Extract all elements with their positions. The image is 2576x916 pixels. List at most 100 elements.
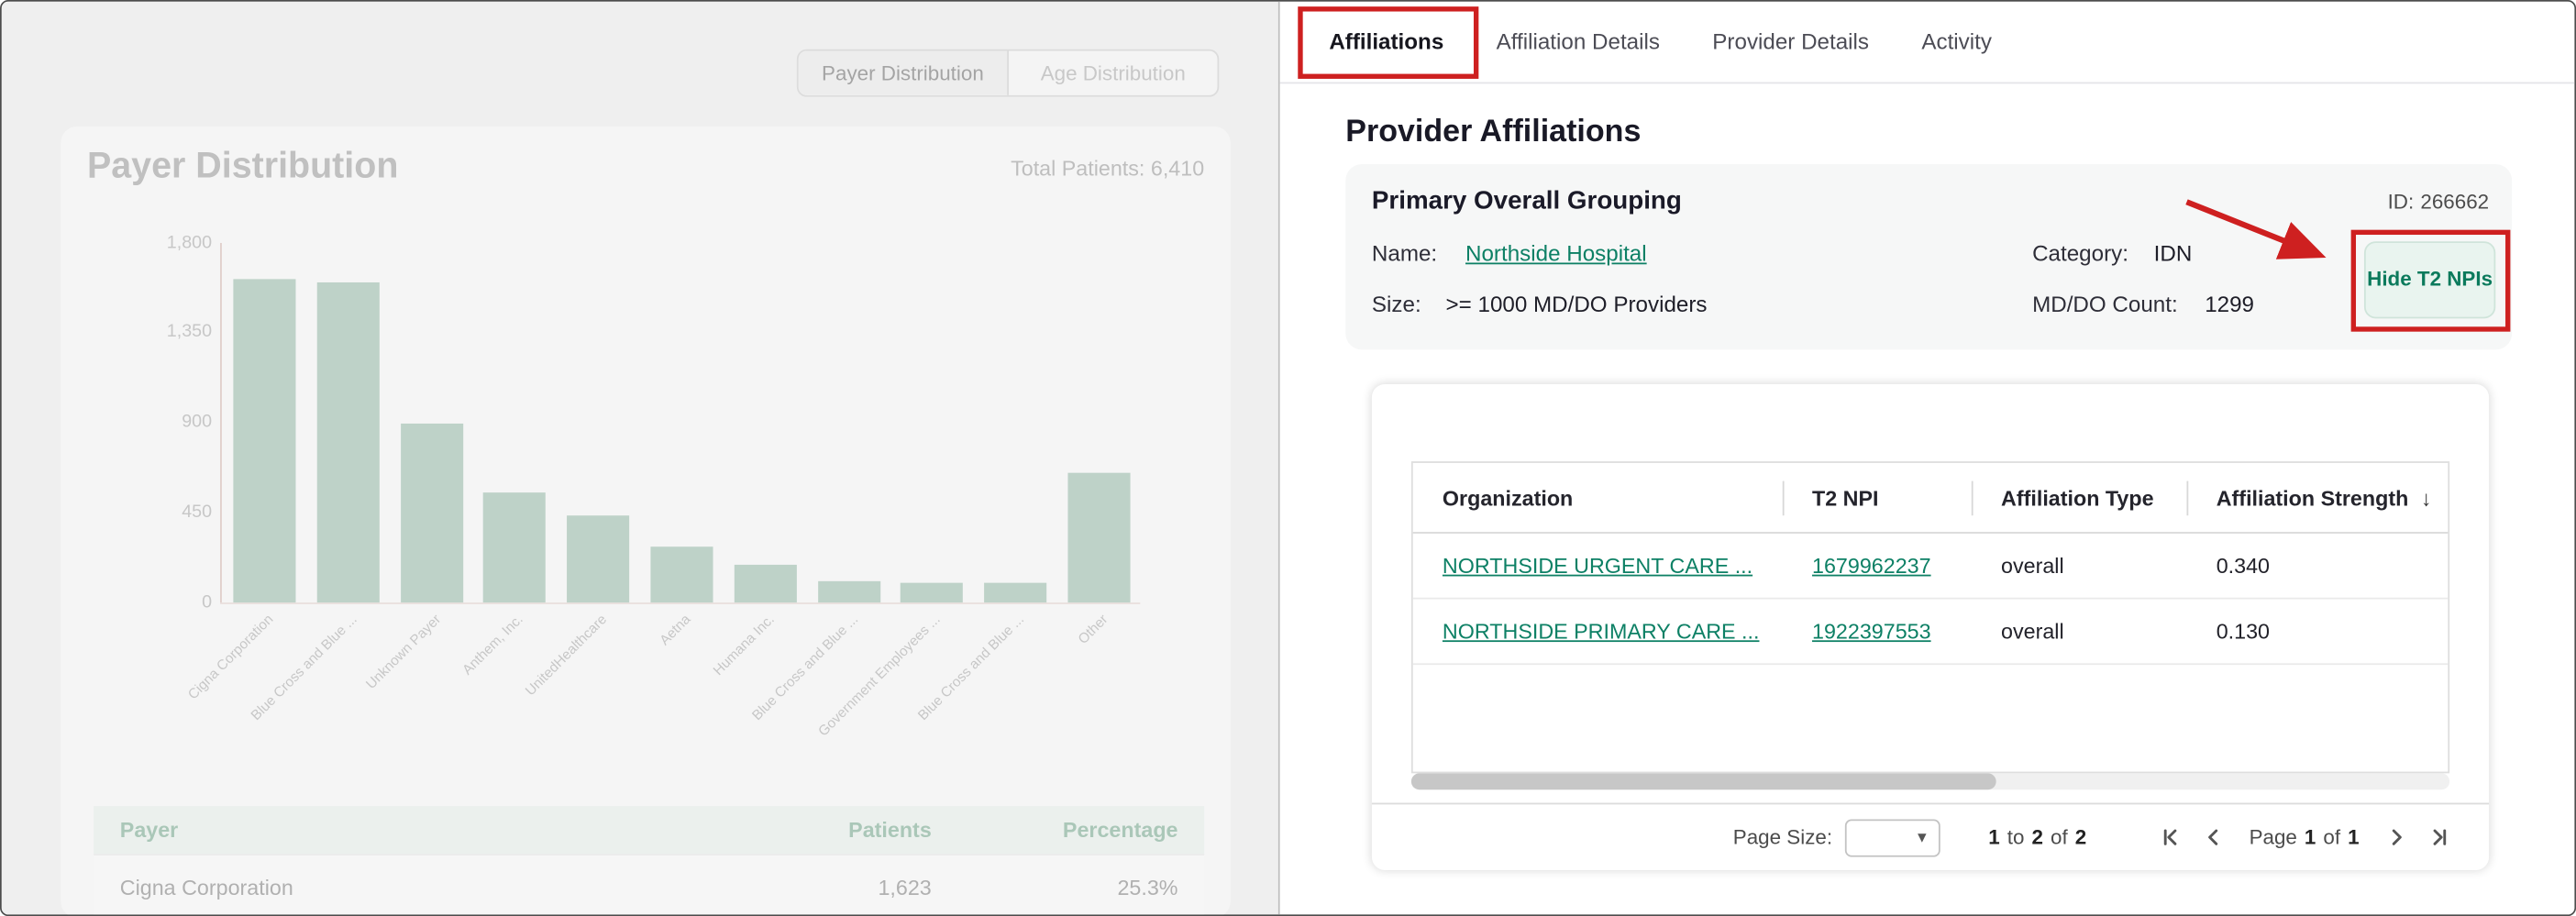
summary-of: of [2051,825,2068,849]
x-category-label: Anthem, Inc. [459,611,527,679]
patient-distribution-panel: Payer Distribution Age Distribution Paye… [1,1,1278,915]
payer-bar [483,492,547,603]
first-page-button[interactable] [2157,824,2184,851]
table-pagination-footer: Page Size: ▼ 1 to 2 of 2 [1371,802,2490,870]
payer-bar [984,583,1047,603]
affiliation-strength-column-header[interactable]: Affiliation Strength ↓ [2186,485,2448,510]
x-category-label: Cigna Corporation [184,611,277,703]
previous-page-button[interactable] [2200,824,2227,851]
payer-table-header: Payer Patients Percentage [94,806,1205,855]
t2-npi-link[interactable]: 1679962237 [1812,553,1931,579]
organization-link[interactable]: NORTHSIDE URGENT CARE ... [1442,553,1753,579]
patients-cell: 1,623 [878,875,932,900]
next-page-button[interactable] [2383,824,2410,851]
page-size-select[interactable]: ▼ [1845,818,1941,856]
payer-distribution-card: Payer Distribution Total Patients: 6,410… [61,126,1231,915]
grouping-id-value: 266662 [2420,190,2490,214]
x-category-label: Blue Cross and Blue ... [247,611,360,723]
total-patients-label: Total Patients: 6,410 [1011,156,1205,181]
hide-t2-npis-button[interactable]: Hide T2 NPIs [2363,241,2496,319]
table-row: NORTHSIDE PRIMARY CARE ... 1922397553 ov… [1412,600,2449,666]
tab-affiliation-details[interactable]: Affiliation Details [1470,2,1686,83]
x-category-label: UnitedHealthcare [522,611,611,699]
grouping-id: ID: 266662 [2388,191,2490,214]
page-title: Provider Affiliations [1345,115,1642,149]
organization-column-header[interactable]: Organization [1442,485,1574,510]
previous-page-icon [2208,829,2218,845]
payer-bar [734,565,797,603]
affiliations-grid: Organization T2 NPI Affiliation Type Aff… [1410,461,2450,774]
grouping-id-label: ID: [2387,190,2415,214]
affiliations-panel: Affiliations Affiliation Details Provide… [1277,1,2575,915]
last-page-button[interactable] [2427,824,2453,851]
summary-first: 1 [1988,825,2000,849]
dropdown-arrow-icon: ▼ [1914,828,1929,845]
payer-bar-chart: 0 450 900 1,350 1,800 Cigna Corporation Blue C… [61,127,1231,914]
payer-bar [650,546,713,603]
payer-bar [233,278,296,603]
primary-grouping-card: Primary Overall Grouping ID: 266662 Name… [1345,164,2513,350]
tab-activity[interactable]: Activity [1896,2,2018,83]
page-size-label: Page Size: [1732,825,1833,849]
horizontal-scrollbar-track [1410,773,2450,790]
y-tick-label: 450 [182,502,213,522]
page-current: 1 [2304,825,2316,849]
payer-header-cell: Payer [119,817,179,843]
table-row: NORTHSIDE URGENT CARE ... 1679962237 ove… [1412,534,2449,600]
last-page-icon [2433,829,2447,845]
toggle-age-distribution[interactable]: Age Distribution [1009,51,1218,95]
x-category-label: Unknown Payer [361,611,444,692]
page-indicator: Page 1 of 1 [2250,826,2361,849]
page-of: of [2323,825,2341,849]
affiliation-strength-header-label: Affiliation Strength [2216,485,2409,510]
distribution-toggle: Payer Distribution Age Distribution [796,49,1220,97]
payer-bar [316,282,380,603]
affiliations-table-card: Organization T2 NPI Affiliation Type Aff… [1371,383,2490,870]
affiliation-strength-cell: 0.130 [2216,619,2271,644]
toggle-payer-distribution[interactable]: Payer Distribution [798,50,1009,95]
x-category-label: Government Employees ... [814,611,945,740]
page-total: 1 [2348,825,2360,849]
x-category-label: Blue Cross and Blue ... [747,611,861,723]
affiliation-type-cell: overall [2001,619,2064,644]
percentage-cell: 25.3% [1117,875,1178,900]
payer-table: Payer Patients Percentage Cigna Corporat… [94,806,1205,915]
x-axis-line [220,602,1141,604]
mddo-count-value: 1299 [2205,292,2255,317]
tab-bar: Affiliations Affiliation Details Provide… [1279,2,2575,84]
x-category-label: Other [1074,611,1111,647]
y-tick-label: 1,350 [166,322,213,342]
chart-title: Payer Distribution [86,144,399,186]
payer-bar [817,580,880,603]
category-value: IDN [2153,241,2193,267]
x-category-label: Aetna [656,611,694,648]
page-label: Page [2249,825,2297,849]
row-range-summary: 1 to 2 of 2 [1987,826,2088,849]
pager: Page 1 of 1 [2157,824,2452,851]
first-page-icon [2163,829,2177,845]
grouping-card-title: Primary Overall Grouping [1371,187,1682,215]
tab-affiliations[interactable]: Affiliations [1303,2,1470,83]
patients-header-cell: Patients [848,817,932,843]
y-tick-label: 1,800 [166,232,213,252]
organization-link[interactable]: NORTHSIDE PRIMARY CARE ... [1442,619,1760,644]
grouping-name-link[interactable]: Northside Hospital [1465,241,1647,267]
x-category-label: Blue Cross and Blue ... [914,611,1028,723]
grid-header-row: Organization T2 NPI Affiliation Type Aff… [1412,463,2449,534]
summary-to: to [2007,825,2025,849]
payer-cell: Cigna Corporation [119,875,293,900]
t2-npi-link[interactable]: 1922397553 [1812,619,1931,644]
sort-desc-icon: ↓ [2420,485,2432,510]
t2-npi-column-header[interactable]: T2 NPI [1812,485,1879,510]
tab-provider-details[interactable]: Provider Details [1686,2,1896,83]
y-axis-line [220,242,222,603]
y-tick-label: 900 [182,412,213,432]
affiliation-type-column-header[interactable]: Affiliation Type [2001,485,2154,510]
table-row: Cigna Corporation 1,623 25.3% [94,854,1205,915]
y-tick-label: 0 [202,591,213,612]
x-category-label: Humana Inc. [709,611,778,679]
payer-bar [1067,472,1131,603]
horizontal-scrollbar-thumb[interactable] [1410,773,1996,790]
affiliation-type-cell: overall [2001,553,2064,579]
